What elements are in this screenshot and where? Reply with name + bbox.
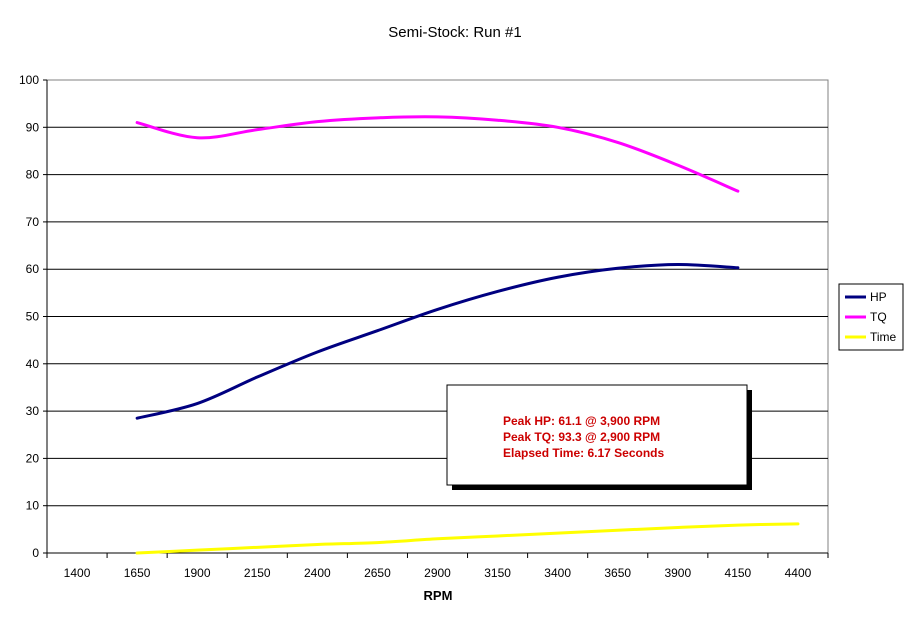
x-tick-label: 4150 — [725, 566, 752, 580]
x-tick-label: 4400 — [785, 566, 812, 580]
y-tick-label: 0 — [32, 546, 39, 560]
x-tick-label: 2400 — [304, 566, 331, 580]
annotation-box: Peak HP: 61.1 @ 3,900 RPM Peak TQ: 93.3 … — [446, 384, 752, 490]
y-tick-label: 100 — [19, 73, 39, 87]
y-tick-label: 10 — [26, 499, 40, 513]
x-axis-title: RPM — [424, 588, 453, 603]
y-tick-label: 90 — [26, 120, 40, 134]
annotation-elapsed-time: Elapsed Time: 6.17 Seconds — [503, 446, 665, 460]
x-tick-label: 2150 — [244, 566, 271, 580]
series-line-time — [135, 522, 800, 555]
legend-label-tq: TQ — [870, 310, 887, 324]
x-tick-label: 1650 — [124, 566, 151, 580]
y-tick-label: 20 — [26, 451, 40, 465]
y-tick-label: 70 — [26, 215, 40, 229]
series-lines — [135, 115, 800, 555]
x-axis: 1400 1650 1900 2150 2400 2650 2900 3150 3400 3650… — [46, 552, 829, 580]
y-tick-label: 40 — [26, 357, 40, 371]
series-line-hp — [135, 262, 740, 420]
series-line-tq — [135, 115, 740, 193]
x-tick-label: 3650 — [604, 566, 631, 580]
y-tick-label: 30 — [26, 404, 40, 418]
annotation-panel — [446, 384, 748, 486]
gridlines — [47, 126, 828, 507]
x-tick-label: 2900 — [424, 566, 451, 580]
y-tick-label: 80 — [26, 168, 40, 182]
y-axis: 0 10 20 30 40 50 60 70 80 90 100 — [19, 73, 48, 560]
legend-label-hp: HP — [870, 290, 887, 304]
y-tick-label: 50 — [26, 310, 40, 324]
annotation-peak-tq: Peak TQ: 93.3 @ 2,900 RPM — [503, 430, 660, 444]
legend: HP TQ Time — [838, 283, 904, 351]
chart-title: Semi-Stock: Run #1 — [388, 24, 521, 41]
x-tick-label: 3900 — [664, 566, 691, 580]
x-tick-label: 3150 — [484, 566, 511, 580]
legend-label-time: Time — [870, 330, 897, 344]
y-tick-label: 60 — [26, 262, 40, 276]
x-tick-label: 3400 — [544, 566, 571, 580]
x-tick-label: 1400 — [64, 566, 91, 580]
x-tick-label: 1900 — [184, 566, 211, 580]
x-tick-label: 2650 — [364, 566, 391, 580]
annotation-peak-hp: Peak HP: 61.1 @ 3,900 RPM — [503, 414, 660, 428]
